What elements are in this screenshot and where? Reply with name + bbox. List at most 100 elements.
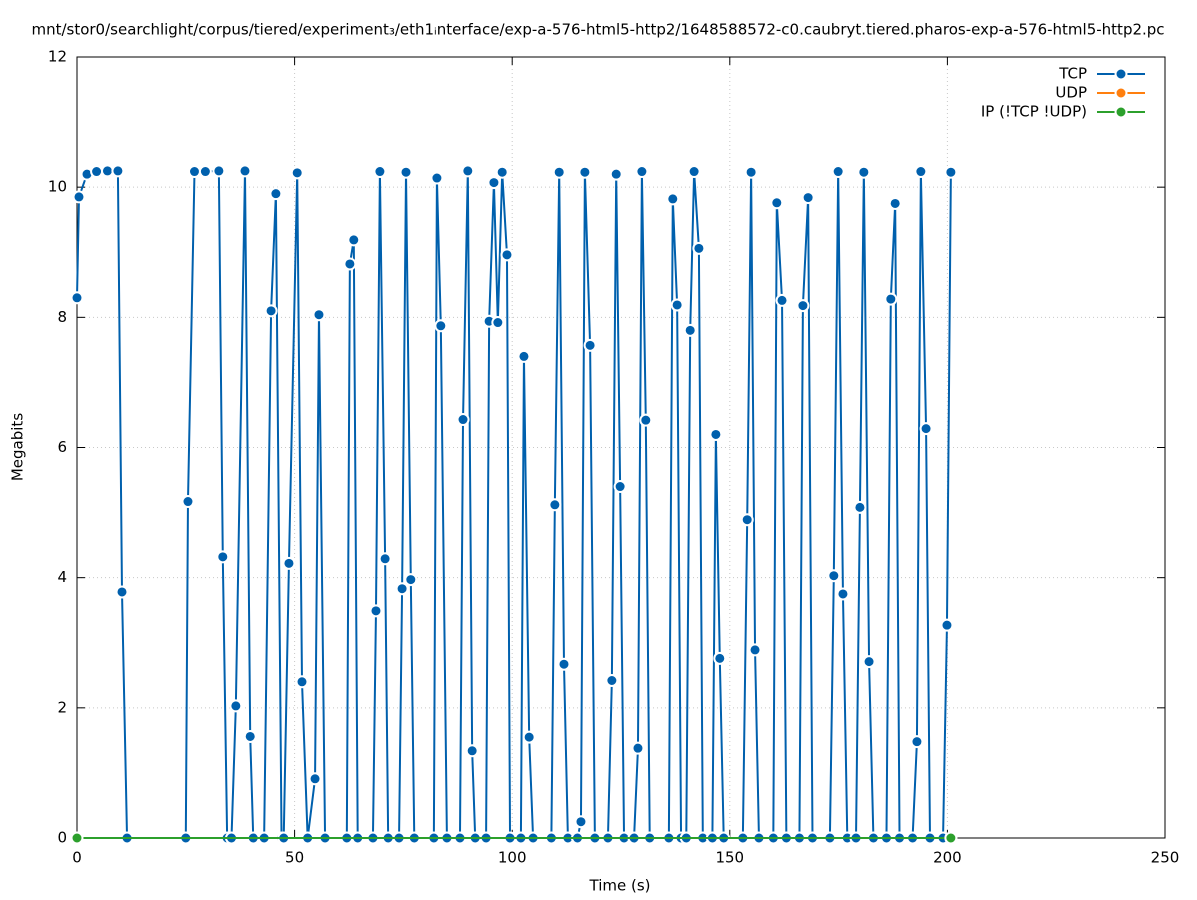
x-tick-label: 200 (933, 849, 962, 867)
x-tick-label: 100 (498, 849, 527, 867)
data-point (216, 550, 230, 564)
data-point (90, 165, 104, 179)
data-point (888, 196, 902, 210)
data-point (115, 585, 129, 599)
data-point (609, 167, 623, 181)
data-point (188, 165, 202, 179)
y-tick-label: 12 (48, 48, 67, 66)
data-point (919, 422, 933, 436)
chart-title: mnt/stor0/searchlight/corpus/tiered/expe… (31, 21, 1164, 39)
data-point (430, 171, 444, 185)
data-point (683, 323, 697, 337)
data-point (631, 741, 645, 755)
data-point (347, 233, 361, 247)
y-tick-label: 10 (48, 178, 67, 196)
data-point (796, 299, 810, 313)
data-point (308, 772, 322, 786)
legend-label: UDP (1055, 84, 1087, 102)
legend-marker (1114, 86, 1128, 100)
data-point (687, 165, 701, 179)
data-point (290, 166, 304, 180)
data-point (404, 573, 418, 587)
data-point (378, 552, 392, 566)
data-point (212, 164, 226, 178)
data-point (775, 293, 789, 307)
y-tick-label: 2 (57, 698, 67, 716)
data-point (491, 316, 505, 330)
data-point (709, 427, 723, 441)
data-point (853, 500, 867, 514)
data-point (857, 165, 871, 179)
data-point (243, 729, 257, 743)
y-axis-label: Megabits (9, 413, 27, 481)
data-point (517, 349, 531, 363)
data-point (836, 587, 850, 601)
y-tick-label: 8 (57, 308, 67, 326)
data-point (369, 604, 383, 618)
data-point (100, 164, 114, 178)
data-point (487, 176, 501, 190)
data-point (343, 257, 357, 271)
data-point (557, 657, 571, 671)
data-point (229, 699, 243, 713)
data-point (198, 165, 212, 179)
data-point (740, 513, 754, 527)
data-point (770, 196, 784, 210)
data-point (70, 291, 84, 305)
x-tick-label: 0 (72, 849, 82, 867)
data-point (940, 618, 954, 632)
data-point (666, 192, 680, 206)
x-tick-label: 250 (1151, 849, 1180, 867)
data-point (295, 675, 309, 689)
data-point (744, 165, 758, 179)
data-point (914, 165, 928, 179)
data-point (548, 498, 562, 512)
data-point (465, 744, 479, 758)
legend-label: TCP (1058, 65, 1087, 83)
x-tick-label: 150 (715, 849, 744, 867)
data-point (264, 304, 278, 318)
data-point (395, 582, 409, 596)
data-point (461, 164, 475, 178)
data-point (111, 164, 125, 178)
data-point (713, 651, 727, 665)
data-point (399, 165, 413, 179)
data-point (522, 730, 536, 744)
data-point (613, 480, 627, 494)
data-point (692, 241, 706, 255)
data-point (373, 165, 387, 179)
data-point (944, 165, 958, 179)
data-point (434, 319, 448, 333)
data-point (862, 655, 876, 669)
data-point (635, 165, 649, 179)
y-tick-label: 6 (57, 438, 67, 456)
data-point (70, 831, 84, 845)
x-tick-label: 50 (285, 849, 304, 867)
data-point (748, 643, 762, 657)
data-point (944, 831, 958, 845)
data-point (605, 673, 619, 687)
data-point (269, 187, 283, 201)
legend-marker (1114, 67, 1128, 81)
data-point (500, 248, 514, 262)
data-point (670, 298, 684, 312)
data-point (910, 735, 924, 749)
data-point (801, 191, 815, 205)
x-axis-label: Time (s) (589, 877, 651, 895)
data-point (552, 165, 566, 179)
data-point (456, 413, 470, 427)
data-point (495, 165, 509, 179)
data-point (181, 495, 195, 509)
y-tick-label: 0 (57, 829, 67, 847)
data-point (574, 815, 588, 829)
data-point (831, 165, 845, 179)
data-point (72, 190, 86, 204)
data-point (312, 308, 326, 322)
legend-marker (1114, 105, 1128, 119)
data-point (282, 556, 296, 570)
data-point (639, 413, 653, 427)
data-point (578, 165, 592, 179)
data-point (583, 338, 597, 352)
